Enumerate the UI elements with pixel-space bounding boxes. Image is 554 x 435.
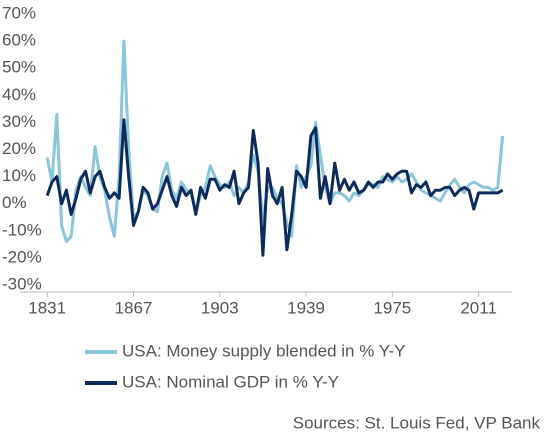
y-tick-label: 70% bbox=[2, 3, 36, 22]
x-tick-label: 2011 bbox=[460, 298, 497, 317]
y-tick-label: 50% bbox=[2, 58, 36, 77]
x-tick-label: 1867 bbox=[115, 298, 153, 317]
source-note: Sources: St. Louis Fed, VP Bank bbox=[293, 413, 541, 432]
y-tick-label: 30% bbox=[2, 112, 36, 131]
y-tick-label: -30% bbox=[2, 274, 42, 293]
y-tick-label: -20% bbox=[2, 247, 42, 266]
x-tick-label: 1975 bbox=[373, 298, 411, 317]
y-tick-label: 20% bbox=[2, 139, 36, 158]
x-tick-label: 1831 bbox=[28, 298, 66, 317]
x-tick-label: 1939 bbox=[287, 298, 325, 317]
series-line bbox=[45, 118, 504, 257]
y-tick-label: 10% bbox=[2, 166, 36, 185]
y-tick-label: 40% bbox=[2, 85, 36, 104]
y-tick-label: -10% bbox=[2, 220, 42, 239]
x-tick-label: 1903 bbox=[201, 298, 239, 317]
y-tick-label: 0% bbox=[2, 193, 27, 212]
legend-label: USA: Nominal GDP in % Y-Y bbox=[122, 372, 339, 391]
y-tick-label: 60% bbox=[2, 31, 36, 50]
series-line bbox=[45, 39, 505, 244]
legend-label: USA: Money supply blended in % Y-Y bbox=[122, 341, 406, 360]
